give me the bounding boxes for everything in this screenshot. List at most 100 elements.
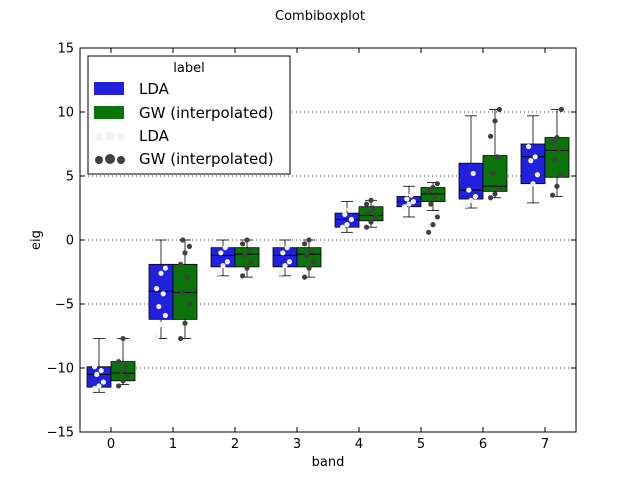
legend-label-lda-points: LDA xyxy=(139,127,170,145)
point-gw xyxy=(244,237,250,243)
legend-marker-gw-points xyxy=(95,154,125,164)
point-lda xyxy=(346,206,352,212)
point-gw xyxy=(426,188,432,194)
x-axis-label: band xyxy=(312,455,345,470)
box-body xyxy=(520,143,546,185)
point-lda xyxy=(94,371,100,377)
point-gw xyxy=(488,133,494,139)
point-lda xyxy=(162,265,168,271)
point-lda xyxy=(530,181,536,187)
box-gw-band-6 xyxy=(482,109,508,199)
point-lda xyxy=(160,291,166,297)
y-tick-label: −10 xyxy=(47,362,74,377)
point-lda xyxy=(468,197,474,203)
point-gw xyxy=(180,237,186,243)
point-gw xyxy=(430,184,436,191)
point-lda xyxy=(278,270,284,276)
y-tick-label: −5 xyxy=(55,298,74,313)
point-lda xyxy=(92,385,98,392)
point-lda xyxy=(224,259,230,265)
point-gw xyxy=(184,274,190,280)
chart-title: Combiboxplot xyxy=(275,9,365,24)
point-gw xyxy=(492,191,498,197)
point-gw xyxy=(558,106,565,113)
point-gw xyxy=(428,201,434,207)
point-lda xyxy=(340,224,346,230)
point-lda xyxy=(344,222,350,228)
legend-label-gw-points: GW (interpolated) xyxy=(139,150,274,168)
point-lda xyxy=(470,170,476,177)
legend: label LDA GW (interpolated) LDA GW (inte… xyxy=(87,55,291,175)
point-gw xyxy=(434,181,440,187)
point-lda xyxy=(286,259,292,265)
point-gw xyxy=(492,118,498,124)
x-tick-label: 7 xyxy=(541,437,549,452)
point-gw xyxy=(310,259,316,265)
point-gw xyxy=(116,383,122,389)
point-gw xyxy=(180,289,186,296)
point-gw xyxy=(120,335,126,342)
point-gw xyxy=(120,378,126,384)
point-lda xyxy=(158,270,164,276)
point-lda xyxy=(158,321,164,328)
point-gw xyxy=(306,265,312,271)
point-gw xyxy=(364,224,370,230)
point-gw xyxy=(308,247,314,253)
point-gw xyxy=(182,250,188,256)
point-lda xyxy=(526,143,532,150)
point-gw xyxy=(248,259,254,265)
point-gw xyxy=(242,252,248,258)
point-gw xyxy=(116,359,122,365)
point-lda xyxy=(466,187,472,193)
point-lda xyxy=(278,241,284,247)
point-lda xyxy=(222,245,228,251)
legend-title: label xyxy=(173,61,204,76)
point-lda xyxy=(154,286,160,292)
point-lda xyxy=(402,204,408,210)
point-gw xyxy=(558,172,565,178)
y-axis-label: eig xyxy=(29,230,44,250)
y-tick-label: −15 xyxy=(47,426,74,441)
legend-marker-lda-points xyxy=(95,131,125,141)
point-gw xyxy=(552,156,558,162)
point-gw xyxy=(302,241,308,247)
point-gw xyxy=(488,195,494,201)
y-tick-label: 0 xyxy=(66,234,74,249)
point-lda xyxy=(92,364,98,370)
point-gw xyxy=(368,197,374,203)
point-lda xyxy=(528,158,534,164)
point-lda xyxy=(96,383,102,389)
point-lda xyxy=(218,250,224,256)
x-tick-label: 4 xyxy=(355,437,363,452)
point-lda xyxy=(280,250,286,256)
x-tick-label: 3 xyxy=(293,437,301,452)
point-lda xyxy=(156,303,162,310)
point-gw xyxy=(182,320,188,326)
point-gw xyxy=(434,214,440,220)
point-gw xyxy=(556,146,562,152)
point-lda xyxy=(410,199,416,205)
point-lda xyxy=(216,241,222,247)
point-gw xyxy=(372,214,378,220)
x-tick-label: 6 xyxy=(479,437,487,452)
point-lda xyxy=(406,201,412,207)
point-gw xyxy=(118,369,124,375)
grid-lines xyxy=(80,111,576,369)
point-gw xyxy=(496,186,502,192)
point-gw xyxy=(304,252,310,258)
point-gw xyxy=(178,335,184,342)
point-gw xyxy=(490,170,496,177)
point-gw xyxy=(178,261,184,267)
point-gw xyxy=(124,373,130,379)
points-layer xyxy=(92,106,565,392)
point-lda xyxy=(342,211,348,217)
point-gw xyxy=(246,247,252,253)
point-lda xyxy=(464,202,470,209)
x-tick-label: 0 xyxy=(107,437,115,452)
point-lda xyxy=(408,192,414,198)
point-gw xyxy=(432,193,438,200)
point-gw xyxy=(366,210,372,216)
point-lda xyxy=(348,216,354,223)
point-gw xyxy=(186,243,192,249)
